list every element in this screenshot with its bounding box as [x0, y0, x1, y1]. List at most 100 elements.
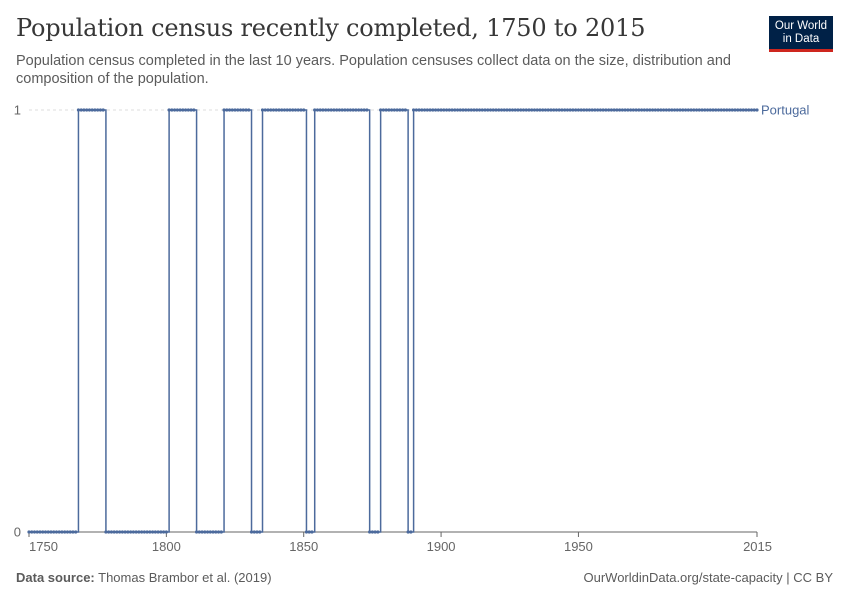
data-source-text[interactable]: Thomas Brambor et al. (2019) [98, 570, 272, 585]
data-point-1913 [475, 108, 479, 112]
data-point-1930 [521, 108, 526, 112]
data-point-1926 [510, 108, 515, 112]
data-point-1775 [96, 108, 100, 112]
data-point-1825 [233, 108, 237, 112]
series-group [27, 108, 759, 534]
data-point-1840 [274, 108, 278, 112]
data-point-1931 [524, 108, 528, 112]
data-point-1894 [422, 108, 427, 112]
data-point-1954 [587, 108, 592, 112]
data-point-1853 [310, 530, 314, 534]
data-point-1800 [164, 530, 168, 534]
data-point-1891 [414, 108, 418, 112]
data-point-1779 [107, 530, 111, 534]
data-point-1998 [708, 108, 712, 112]
data-point-1984 [670, 108, 674, 112]
data-point-2005 [727, 108, 732, 112]
data-point-1791 [140, 530, 144, 534]
data-point-1860 [329, 108, 333, 112]
data-point-2014 [752, 108, 756, 112]
data-point-1842 [280, 108, 284, 112]
owid-logo[interactable]: Our World in Data [769, 16, 833, 52]
data-point-1785 [123, 530, 127, 534]
data-point-1902 [444, 108, 449, 112]
data-point-1910 [466, 108, 471, 112]
data-point-2010 [741, 108, 745, 112]
data-point-1944 [560, 108, 564, 112]
data-point-1772 [87, 108, 92, 112]
data-point-1846 [291, 108, 295, 112]
data-point-1854 [313, 108, 317, 112]
data-point-1919 [491, 108, 495, 112]
data-point-1937 [541, 108, 545, 112]
data-point-1824 [230, 108, 234, 112]
data-point-1750 [27, 530, 31, 534]
data-point-1813 [200, 530, 204, 534]
data-point-1927 [513, 108, 517, 112]
data-point-1906 [455, 108, 460, 112]
data-point-1992 [692, 108, 696, 112]
data-point-1966 [620, 108, 624, 112]
data-point-1923 [502, 108, 506, 112]
data-point-1988 [681, 108, 685, 112]
data-point-1999 [711, 108, 715, 112]
data-point-1982 [664, 108, 668, 112]
data-point-1793 [145, 530, 149, 534]
data-point-1786 [126, 530, 130, 534]
data-point-1979 [656, 108, 660, 112]
data-point-1771 [85, 108, 89, 112]
data-point-1841 [277, 108, 281, 112]
data-point-1917 [486, 108, 490, 112]
data-point-1833 [255, 530, 259, 534]
data-point-2015 [755, 108, 759, 112]
data-point-1964 [615, 108, 619, 112]
data-point-1810 [192, 108, 196, 112]
data-point-2009 [738, 108, 743, 112]
data-point-1857 [321, 108, 325, 112]
data-point-1782 [115, 530, 119, 534]
data-point-1971 [634, 108, 638, 112]
data-point-1884 [395, 108, 399, 112]
data-point-1898 [433, 108, 438, 112]
data-point-1832 [252, 530, 256, 534]
data-point-1805 [178, 108, 182, 112]
data-point-1864 [340, 108, 344, 112]
data-point-1809 [189, 108, 193, 112]
data-source: Data source: Thomas Brambor et al. (2019… [16, 570, 272, 585]
data-point-1949 [574, 108, 578, 112]
data-point-1994 [697, 108, 701, 112]
series-line-portugal [29, 109, 757, 533]
data-point-1871 [359, 108, 364, 112]
data-point-1950 [576, 108, 581, 112]
data-point-1901 [442, 108, 446, 112]
data-point-1753 [35, 530, 39, 534]
data-point-1767 [74, 530, 78, 534]
data-point-1781 [112, 530, 116, 534]
data-point-1888 [406, 530, 410, 534]
data-point-1880 [384, 108, 388, 112]
data-point-1784 [120, 530, 125, 534]
data-point-1817 [211, 530, 215, 534]
data-point-1936 [538, 108, 542, 112]
credit-link[interactable]: OurWorldinData.org/state-capacity | CC B… [583, 570, 833, 585]
data-point-1821 [222, 108, 226, 112]
data-point-2007 [733, 108, 737, 112]
data-point-1897 [431, 108, 435, 112]
data-point-1974 [642, 108, 646, 112]
data-point-1855 [315, 108, 320, 112]
data-point-1920 [494, 108, 498, 112]
data-point-1787 [129, 530, 133, 534]
data-point-1899 [436, 108, 440, 112]
data-point-2000 [714, 108, 718, 112]
data-point-1760 [54, 530, 59, 534]
data-point-1881 [387, 108, 391, 112]
data-point-1868 [351, 108, 355, 112]
data-point-1973 [640, 108, 644, 112]
data-point-1839 [271, 108, 276, 112]
data-point-1795 [151, 530, 155, 534]
data-point-1783 [118, 530, 122, 534]
data-point-1925 [508, 108, 512, 112]
data-point-1768 [76, 108, 81, 112]
data-point-1803 [173, 108, 177, 112]
data-point-1956 [593, 108, 597, 112]
